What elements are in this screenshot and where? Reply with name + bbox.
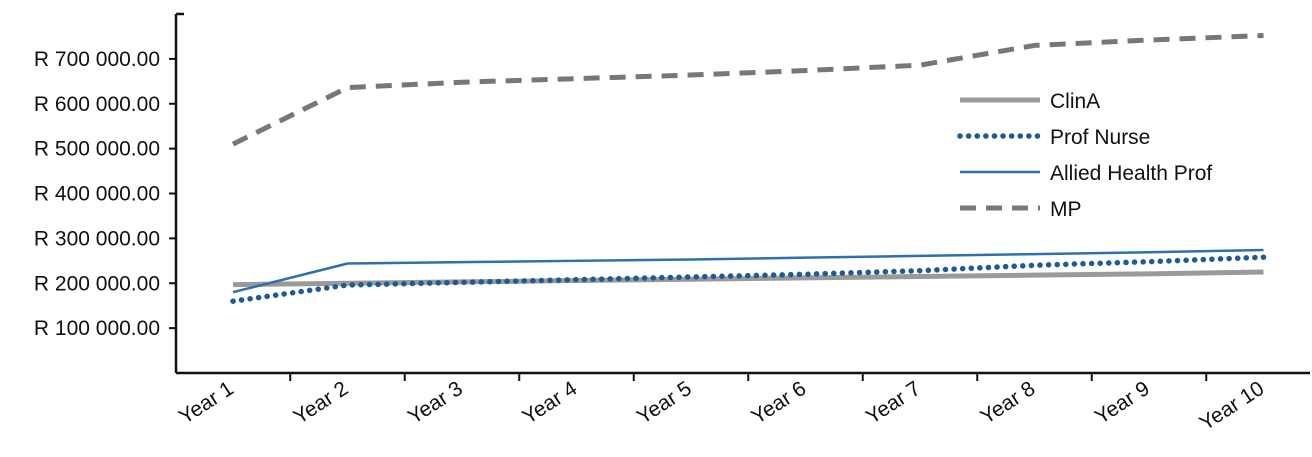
y-axis-tick-labels: R 100 000.00 R 200 000.00 R 300 000.00 R 40…	[34, 48, 160, 340]
y-tick-label: R 300 000.00	[34, 227, 160, 250]
y-tick-label: R 100 000.00	[34, 317, 160, 340]
series-line-allied-health-prof	[232, 248, 1264, 294]
x-tick-label: Year 6	[747, 377, 810, 429]
x-tick-label: Year 1	[175, 377, 238, 429]
x-tick-label: Year 7	[862, 377, 925, 429]
x-axis-tick-labels: Year 1 Year 2 Year 3 Year 4 Year 5 Year 6 Year…	[175, 377, 1268, 435]
y-tick-label: R 600 000.00	[34, 93, 160, 116]
x-tick-label: Year 8	[976, 377, 1039, 429]
x-tick-label: Year 9	[1091, 377, 1154, 429]
chart-axes	[169, 12, 1310, 381]
legend: ClinA Prof Nurse Allied Health Prof MP	[957, 90, 1212, 221]
legend-label: Allied Health Prof	[1050, 162, 1212, 185]
y-tick-label: R 700 000.00	[34, 48, 160, 71]
series-line-mp	[231, 33, 1264, 147]
legend-label: Prof Nurse	[1050, 126, 1150, 149]
y-tick-label: R 500 000.00	[34, 138, 160, 161]
x-tick-label: Year 10	[1196, 377, 1269, 435]
x-tick-label: Year 4	[518, 377, 581, 429]
x-tick-label: Year 5	[633, 377, 696, 429]
y-tick-label: R 400 000.00	[34, 183, 160, 206]
legend-label: MP	[1050, 198, 1082, 221]
x-tick-label: Year 2	[289, 377, 352, 429]
y-tick-label: R 200 000.00	[34, 272, 160, 295]
series-lines	[230, 33, 1267, 304]
x-tick-label: Year 3	[404, 377, 467, 429]
series-line-prof-nurse	[230, 254, 1267, 304]
legend-label: ClinA	[1050, 90, 1100, 113]
